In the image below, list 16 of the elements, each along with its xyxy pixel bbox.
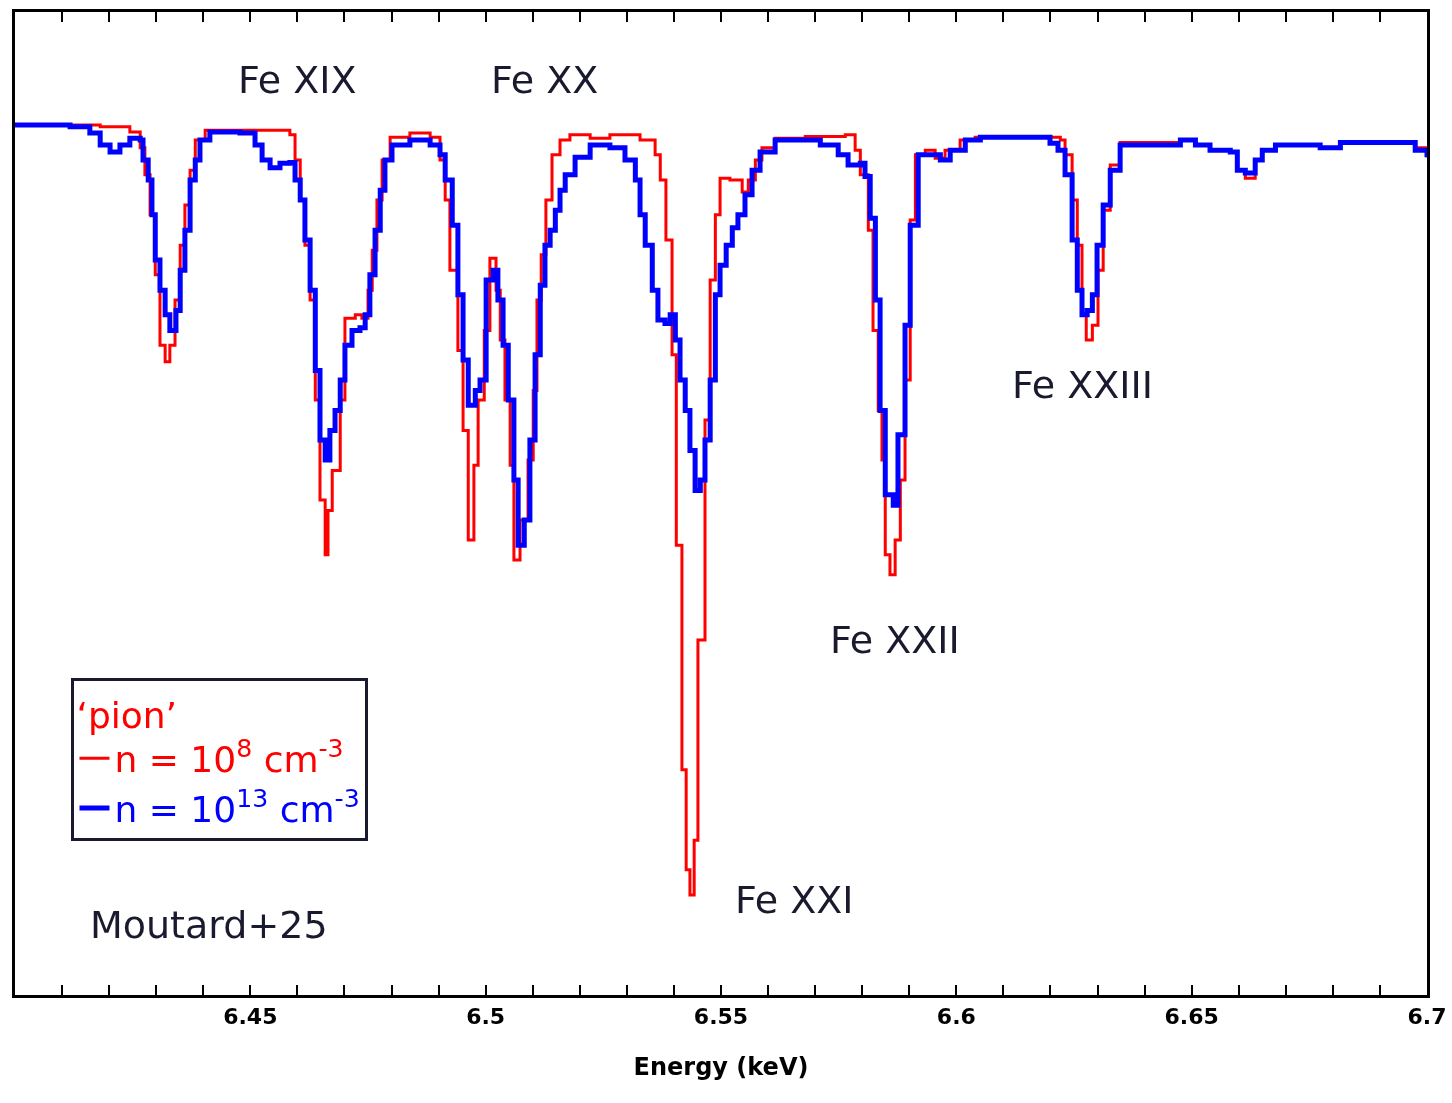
- x-tick-label: 6.45: [223, 1004, 278, 1030]
- text: Fe XX: [491, 58, 599, 102]
- x-tick-label: 6.55: [693, 1004, 749, 1030]
- legend-label: n = 10$^{13}$ cm$^{-3}$: [114, 783, 360, 831]
- x-axis-title: Energy (keV): [633, 1052, 809, 1081]
- annotation: Fe XXI: [735, 878, 854, 922]
- text: Fe XIX: [238, 58, 357, 102]
- legend-label: n = 10$^{8}$ cm$^{-3}$: [114, 734, 344, 781]
- x-tick-label: 6.7: [1407, 1004, 1447, 1030]
- annotation: Fe XXIII: [1012, 363, 1153, 407]
- x-tick-label: 6.5: [466, 1004, 506, 1030]
- annotation: Fe XXII: [830, 618, 960, 662]
- annotation: Moutard+25: [90, 903, 328, 947]
- x-tick-label: 6.6: [936, 1004, 976, 1030]
- legend-title: ‘pion’: [76, 695, 178, 737]
- x-tick-label: 6.65: [1164, 1004, 1219, 1030]
